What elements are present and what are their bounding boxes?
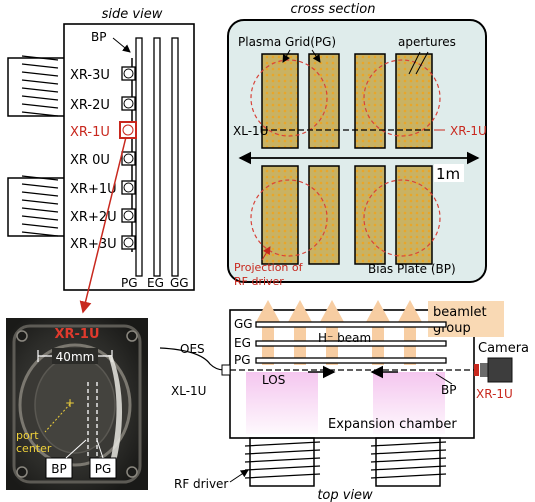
top-electrode-pg [255, 357, 447, 364]
cross-section-title: cross section [291, 2, 376, 17]
scale-label: 1m [436, 165, 460, 183]
port-window [121, 208, 136, 223]
photo-pg-label: PG [95, 462, 112, 476]
top-rf-driver-right [370, 437, 447, 487]
rf-projection-label: RF driver [234, 275, 284, 288]
camera-lens [480, 363, 488, 377]
port-label: XR+3U [70, 237, 117, 252]
top-pg-label: PG [234, 353, 251, 367]
port-window [121, 96, 136, 111]
grid-segment [354, 53, 386, 149]
oes-label: OES [180, 342, 205, 356]
top-gg-label: GG [234, 317, 253, 331]
side-eg-label: EG [147, 276, 164, 290]
cs-left-port-label: XL-1U [233, 124, 268, 138]
port-center-label: port [16, 429, 39, 442]
rf-driver-label: RF driver [174, 477, 228, 491]
top-view: beamlet group GG EG PG H⁻ beam LOS BP OE… [159, 300, 529, 502]
side-view: side view BP [7, 7, 195, 314]
port-window [121, 151, 136, 166]
cs-right-port-label: XR-1U [450, 124, 487, 138]
port-label-highlighted: XR-1U [70, 125, 110, 140]
grid-segment [395, 53, 433, 149]
port-label: XR+2U [70, 210, 117, 225]
rf-projection-label: Projection of [234, 261, 304, 274]
grid-segment [261, 53, 299, 149]
port-window-highlighted [119, 121, 137, 139]
port-label: XR-3U [70, 68, 110, 83]
camera-label: Camera [478, 341, 529, 356]
grid-segment [308, 53, 340, 149]
side-electrode-pg [135, 37, 143, 277]
top-bp-label: BP [441, 383, 456, 397]
cross-section: cross section Plasma Grid(PG) apertures … [227, 2, 487, 288]
plasma-glow [246, 372, 318, 434]
grid-segment [308, 165, 340, 265]
top-electrode-eg [255, 340, 447, 347]
top-left-port-label: XL-1U [171, 384, 206, 398]
beamlet-group-label: beamlet [433, 305, 487, 320]
grid-segment [395, 165, 433, 265]
side-gg-label: GG [170, 276, 189, 290]
port-label: XR-2U [70, 98, 110, 113]
side-pg-label: PG [121, 276, 138, 290]
photo-bp-label: BP [51, 462, 66, 476]
top-rf-driver-left [244, 437, 321, 487]
side-electrode-eg [153, 37, 161, 277]
beamlet-arrows [256, 300, 422, 365]
side-view-title: side view [102, 7, 163, 22]
oes-port [221, 364, 231, 376]
photo-pointer-arrow [79, 136, 127, 314]
port-window [121, 66, 136, 81]
beamlet-group-box [428, 301, 504, 337]
side-bp-label: BP [91, 30, 106, 44]
side-rf-coil-lower [7, 175, 69, 237]
grid-segment [354, 165, 386, 265]
top-view-title: top view [317, 488, 373, 502]
top-electrode-gg [255, 321, 447, 328]
side-rf-coil-upper [7, 55, 69, 117]
side-electrode-gg [171, 37, 179, 277]
port-window [121, 235, 136, 250]
port-window [121, 180, 136, 195]
top-eg-label: EG [234, 336, 251, 350]
oes-fiber [159, 347, 225, 371]
cs-pg-label: Plasma Grid(PG) [238, 35, 336, 49]
plasma-glow [373, 372, 445, 434]
port-center-label: center [16, 442, 52, 455]
chamber-label: Expansion chamber [328, 417, 457, 432]
beam-label: H⁻ beam [318, 331, 371, 345]
port-label: XR 0U [70, 153, 110, 168]
photo-dimension: 40mm [56, 350, 95, 364]
cs-apertures-label: apertures [398, 35, 456, 49]
camera-port [474, 364, 479, 376]
cs-bp-label: Bias Plate (BP) [368, 262, 456, 276]
los-label: LOS [262, 373, 285, 387]
camera-icon [487, 357, 513, 383]
top-right-port-label: XR-1U [476, 387, 513, 401]
side-port-windows [119, 66, 137, 250]
port-photo: XR-1U 40mm + port center BP PG [6, 318, 148, 490]
photo-port-label: XR-1U [54, 327, 99, 342]
port-label: XR+1U [70, 182, 117, 197]
port-center-mark: + [65, 396, 75, 410]
